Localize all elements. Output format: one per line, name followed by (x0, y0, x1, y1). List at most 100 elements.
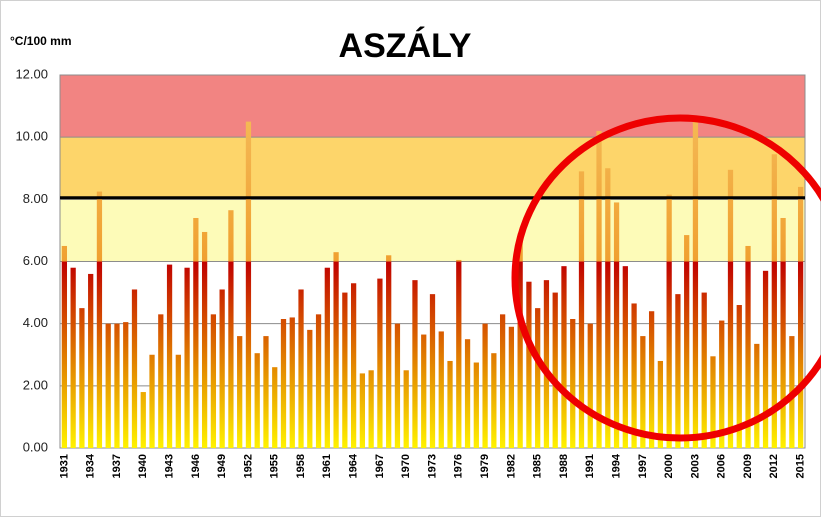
bar (719, 320, 725, 448)
bar (289, 317, 295, 448)
bar (570, 319, 576, 448)
x-tick-label: 1994 (610, 453, 622, 478)
y-tick-label: 12.00 (15, 66, 48, 81)
x-tick-label: 1979 (479, 454, 491, 478)
bar (771, 154, 777, 448)
x-tick-label: 1958 (295, 454, 307, 478)
bar (386, 255, 392, 448)
x-tick-label: 1955 (269, 454, 281, 478)
bar (228, 210, 234, 448)
bar (754, 343, 760, 448)
bar (184, 267, 190, 448)
bar (105, 323, 111, 448)
bar (166, 264, 173, 448)
x-tick-label: 1949 (216, 454, 228, 478)
bar (640, 336, 646, 448)
bar (245, 121, 252, 448)
bar (131, 289, 138, 448)
x-tick-label: 1982 (505, 454, 517, 478)
bar (605, 168, 611, 448)
x-tick-label: 1973 (426, 454, 438, 478)
x-tick-label: 1931 (58, 454, 70, 478)
y-tick-label: 0.00 (23, 439, 48, 454)
bar (499, 314, 506, 448)
bar (561, 266, 567, 448)
bar (631, 303, 637, 448)
bar (710, 356, 716, 448)
bar (657, 360, 664, 448)
x-tick-label: 1952 (242, 454, 254, 478)
y-tick-label: 6.00 (23, 253, 48, 268)
x-tick-label: 2012 (768, 454, 780, 478)
bar (622, 266, 628, 448)
bar (324, 267, 330, 448)
x-tick-label: 1943 (163, 454, 175, 478)
bar (421, 334, 427, 448)
bar (587, 323, 593, 448)
x-tick-label: 1940 (137, 454, 149, 478)
x-tick-label: 2000 (663, 454, 675, 478)
bar (333, 252, 339, 448)
bar (342, 292, 348, 448)
bar (517, 233, 523, 448)
bar (158, 314, 164, 448)
x-tick-label: 2015 (795, 454, 807, 478)
bar (280, 319, 287, 448)
bar (508, 326, 515, 448)
bar (613, 202, 620, 448)
x-tick-label: 1997 (637, 454, 649, 478)
bar (315, 314, 322, 448)
x-tick-label: 2006 (716, 454, 728, 478)
bar (666, 194, 672, 448)
bar (272, 367, 278, 448)
x-tick-label: 2003 (689, 454, 701, 478)
y-tick-label: 8.00 (23, 191, 48, 206)
chart-title: ASZÁLY (339, 27, 472, 65)
bar (552, 292, 558, 448)
x-tick-label: 1991 (584, 454, 596, 478)
bar (377, 278, 383, 448)
bar (254, 353, 260, 448)
bar (684, 235, 690, 448)
bar (464, 339, 471, 448)
x-tick-label: 1934 (85, 453, 97, 478)
y-tick-label: 10.00 (15, 129, 48, 144)
bar (140, 392, 146, 448)
bar (79, 308, 85, 448)
y-tick-label: 4.00 (23, 315, 48, 330)
bar (237, 336, 243, 448)
bar (123, 322, 129, 448)
x-tick-label: 1937 (111, 454, 123, 478)
bar (403, 370, 409, 448)
bar (675, 294, 681, 448)
x-tick-label: 1946 (190, 454, 202, 478)
x-tick-label: 1985 (532, 454, 544, 478)
x-tick-label: 1988 (558, 454, 570, 478)
bar (473, 362, 479, 448)
bar (88, 273, 94, 448)
bar (762, 270, 769, 448)
bar (307, 329, 313, 448)
bar (412, 280, 418, 448)
bar (596, 130, 602, 448)
x-tick-label: 2009 (742, 454, 754, 478)
highlight-circle (511, 114, 821, 442)
x-tick-label: 1961 (321, 454, 333, 478)
bar (114, 323, 120, 448)
bar (727, 169, 734, 448)
bar (780, 217, 786, 448)
x-tick-label: 1964 (348, 453, 360, 478)
bar (359, 373, 366, 448)
band (60, 137, 805, 200)
bar (96, 191, 103, 448)
bar (745, 245, 751, 448)
bar (456, 259, 462, 448)
bar (543, 280, 550, 448)
x-tick-label: 1976 (453, 454, 465, 478)
bar (526, 281, 532, 448)
band (60, 199, 805, 262)
bar (578, 171, 585, 448)
bar (447, 360, 453, 448)
bar (438, 331, 444, 448)
